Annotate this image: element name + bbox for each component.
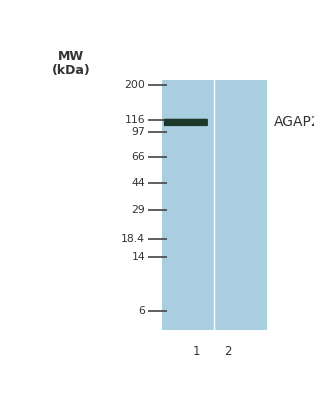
Text: 116: 116 bbox=[124, 115, 145, 125]
Text: 14: 14 bbox=[131, 252, 145, 262]
Text: 66: 66 bbox=[131, 152, 145, 162]
Text: 2: 2 bbox=[224, 345, 232, 358]
Text: 200: 200 bbox=[124, 80, 145, 90]
Text: 18.4: 18.4 bbox=[121, 234, 145, 244]
Text: 97: 97 bbox=[131, 127, 145, 137]
Text: 29: 29 bbox=[131, 205, 145, 215]
Text: 1: 1 bbox=[192, 345, 200, 358]
FancyBboxPatch shape bbox=[164, 119, 208, 126]
Text: MW: MW bbox=[58, 50, 84, 64]
Text: AGAP2: AGAP2 bbox=[274, 116, 314, 130]
Text: 6: 6 bbox=[138, 306, 145, 316]
Text: 44: 44 bbox=[131, 178, 145, 188]
Bar bbox=[162, 80, 267, 330]
Text: (kDa): (kDa) bbox=[51, 64, 90, 77]
